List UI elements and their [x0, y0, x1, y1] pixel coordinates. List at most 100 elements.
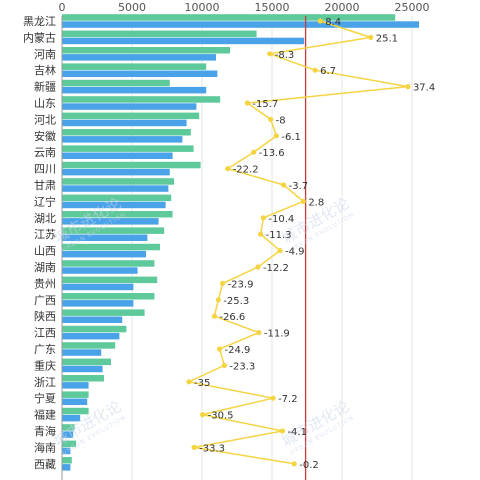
- growth-label: -8: [276, 115, 286, 126]
- bar: [62, 96, 221, 103]
- growth-label: -24.9: [225, 345, 251, 356]
- bar: [62, 136, 183, 143]
- growth-point: [219, 280, 226, 286]
- bar: [62, 218, 159, 225]
- category-label: 河南: [34, 48, 56, 61]
- growth-label: -10.4: [268, 214, 294, 225]
- growth-points: [186, 18, 411, 467]
- bar: [62, 332, 120, 340]
- category-label: 广东: [34, 343, 56, 356]
- category-label: 西藏: [34, 458, 56, 471]
- growth-label: 37.4: [413, 83, 435, 94]
- bars: [62, 14, 419, 471]
- bar: [62, 112, 200, 120]
- bar: [62, 86, 207, 94]
- growth-point: [281, 182, 287, 188]
- growth-point: [291, 461, 297, 467]
- category-label: 贵州: [34, 277, 56, 290]
- category-label: 湖南: [34, 261, 56, 274]
- bar: [62, 178, 174, 185]
- growth-point: [405, 84, 411, 90]
- bar: [62, 398, 88, 405]
- bar: [62, 349, 102, 356]
- x-tick-label: 5000: [118, 1, 146, 14]
- growth-label: -4.9: [285, 247, 305, 258]
- bar: [62, 234, 148, 241]
- bar: [62, 79, 170, 87]
- bar: [62, 375, 104, 382]
- bar: [62, 129, 191, 136]
- growth-label: -25.3: [223, 296, 249, 307]
- bar: [62, 325, 127, 333]
- category-label: 新疆: [34, 80, 56, 94]
- category-label: 江苏: [34, 228, 56, 241]
- bar: [62, 70, 218, 77]
- growth-label: -22.2: [233, 165, 259, 176]
- growth-label: -6.1: [281, 132, 301, 143]
- bar: [62, 424, 75, 431]
- growth-label: 2.8: [308, 197, 324, 208]
- bar: [62, 391, 89, 398]
- x-tick-label: 0: [59, 1, 66, 14]
- bar: [62, 201, 166, 209]
- bar: [62, 145, 194, 152]
- growth-label: -30.5: [208, 411, 234, 422]
- category-labels: 黑龙江内蒙古河南吉林新疆山东河北安徽云南四川甘肃辽宁湖北江苏山西湖南贵州广西陕西…: [23, 15, 56, 471]
- bar: [62, 54, 216, 61]
- growth-point: [277, 248, 283, 254]
- category-label: 黑龙江: [23, 15, 56, 28]
- bar: [62, 152, 173, 159]
- category-label: 宁夏: [34, 391, 56, 405]
- growth-label: -15.7: [252, 99, 278, 110]
- bar: [62, 457, 72, 464]
- growth-label: -3.7: [289, 181, 309, 192]
- x-tick-label: 15000: [255, 1, 290, 14]
- growth-label: -8.3: [275, 50, 295, 61]
- category-label: 陕西: [34, 309, 56, 323]
- growth-point: [258, 231, 264, 237]
- growth-label: -7.2: [278, 394, 298, 405]
- bar: [62, 447, 71, 455]
- category-label: 湖北: [34, 212, 56, 225]
- category-label: 浙江: [34, 376, 56, 389]
- growth-label: -23.3: [229, 361, 255, 372]
- category-label: 重庆: [34, 358, 56, 372]
- bar: [62, 168, 170, 176]
- bar: [62, 119, 187, 127]
- growth-label: 8.4: [325, 17, 341, 28]
- growth-point: [186, 379, 192, 385]
- bar: [62, 342, 116, 349]
- growth-label: -0.2: [299, 460, 319, 471]
- growth-point: [251, 149, 257, 155]
- bar: [62, 316, 123, 323]
- growth-point: [268, 116, 274, 122]
- bar: [62, 161, 201, 169]
- bar: [62, 309, 145, 316]
- bar: [62, 407, 89, 415]
- category-label: 四川: [34, 163, 56, 176]
- growth-label: -11.9: [264, 329, 290, 340]
- category-label: 甘肃: [34, 179, 56, 192]
- growth-line: [186, 20, 409, 465]
- bar: [62, 358, 111, 366]
- bar: [62, 194, 172, 202]
- bar: [62, 382, 89, 389]
- growth-point: [255, 264, 261, 270]
- bar: [62, 37, 305, 45]
- bar: [62, 300, 134, 307]
- growth-point: [279, 428, 286, 434]
- growth-label: -4.1: [287, 427, 307, 438]
- category-label: 江西: [34, 327, 56, 340]
- bar: [62, 276, 158, 284]
- growth-point: [260, 215, 266, 221]
- growth-point: [215, 297, 221, 303]
- bar: [62, 47, 230, 54]
- category-label: 内蒙古: [23, 30, 56, 44]
- category-label: 广西: [34, 294, 56, 307]
- growth-label: 6.7: [320, 66, 336, 77]
- growth-label: -33.3: [199, 443, 225, 454]
- category-label: 山东: [34, 97, 56, 110]
- growth-point: [200, 412, 206, 418]
